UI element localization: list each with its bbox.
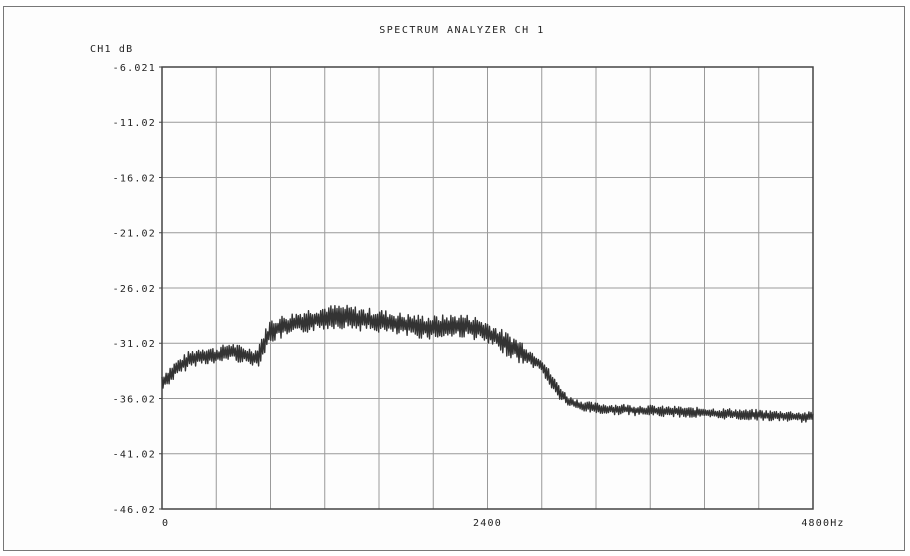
spectrum-trace-line <box>161 304 814 423</box>
y-tick-label: -11.02 <box>113 118 156 129</box>
y-tick-label: -6.021 <box>113 63 156 74</box>
x-tick-label: 4800Hz <box>801 518 844 529</box>
y-axis-label: CH1 dB <box>90 44 133 55</box>
x-tick-label: 2400 <box>473 518 502 529</box>
y-tick-label: -41.02 <box>113 450 156 461</box>
grid-lines <box>162 67 813 509</box>
y-tick-label: -26.02 <box>113 284 156 295</box>
chart-frame <box>3 6 905 551</box>
y-axis-ticks: -6.021 -11.02 -16.02 -21.02 -26.02 -31.02 -36.… <box>113 63 162 516</box>
y-tick-label: -36.02 <box>113 394 156 405</box>
y-tick-label: -31.02 <box>113 339 156 350</box>
y-tick-label: -16.02 <box>113 173 156 184</box>
x-axis-ticks: 0 2400 4800Hz <box>162 518 844 529</box>
x-tick-label: 0 <box>162 518 169 529</box>
y-tick-label: -46.02 <box>113 505 156 516</box>
chart-title: SPECTRUM ANALYZER CH 1 <box>379 25 544 36</box>
trace-group <box>161 304 814 423</box>
y-tick-label: -21.02 <box>113 229 156 240</box>
